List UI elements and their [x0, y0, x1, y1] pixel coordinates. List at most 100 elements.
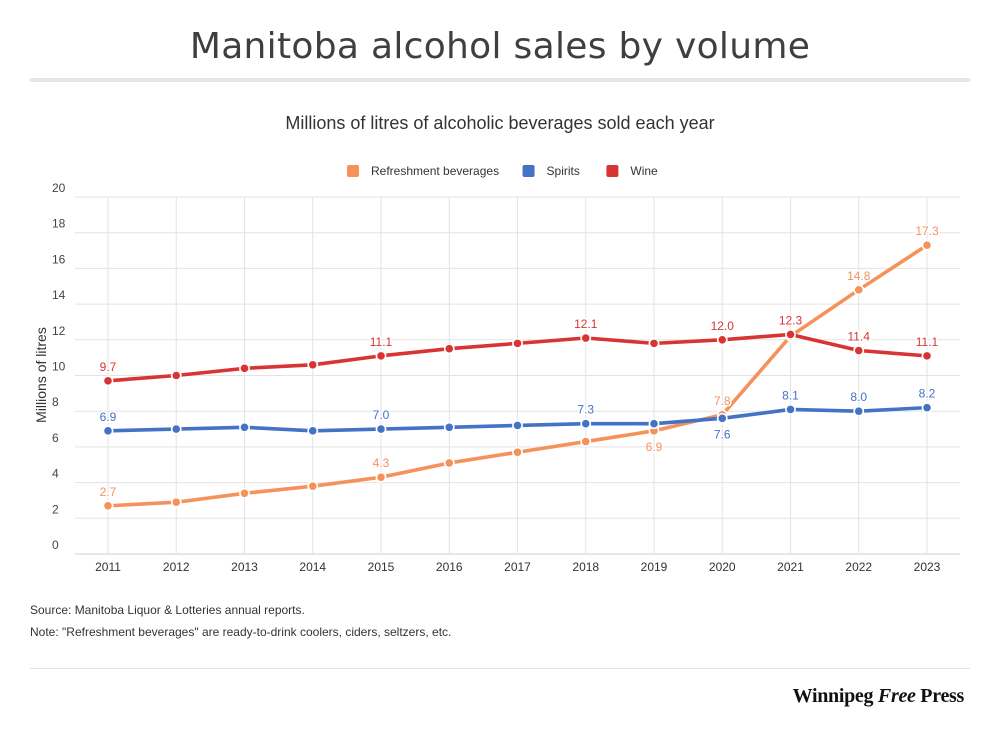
data-point	[170, 370, 182, 381]
data-label: 12.1	[574, 317, 598, 331]
x-tick-label: 2019	[641, 560, 668, 574]
data-point	[580, 436, 592, 447]
data-point	[853, 284, 865, 296]
data-point	[512, 420, 523, 431]
logo-text-winnipeg: Winnipeg	[792, 685, 878, 707]
chart-title: Manitoba alcohol sales by volume	[189, 26, 811, 67]
data-point	[512, 446, 523, 458]
logo-text-press: Press	[915, 685, 964, 707]
data-point	[375, 471, 387, 483]
y-tick-label: 20	[52, 181, 66, 195]
data-point	[307, 359, 319, 371]
data-label: 7.8	[714, 394, 731, 408]
y-axis: 0 2 4 6 8 10 12 14 16 18 20 Millions of litres	[33, 181, 66, 552]
logo-text-free: Free	[877, 685, 916, 707]
data-label: 12.3	[779, 313, 803, 327]
x-tick-label: 2014	[299, 560, 326, 574]
data-point	[921, 402, 933, 414]
footer-divider	[30, 668, 970, 669]
y-tick-label: 10	[52, 360, 66, 374]
legend-label: Wine	[630, 164, 658, 178]
x-tick-label: 2016	[436, 560, 463, 574]
legend-label: Refreshment beverages	[371, 164, 499, 178]
legend-label: Spirits	[547, 164, 580, 178]
data-point	[307, 480, 319, 492]
y-axis-label: Millions of litres	[33, 327, 49, 423]
data-point	[785, 329, 796, 340]
data-point	[716, 334, 728, 346]
data-point	[853, 405, 865, 417]
series-group	[102, 239, 933, 512]
chart-subtitle: Millions of litres of alcoholic beverage…	[285, 113, 715, 133]
legend-swatch	[347, 165, 359, 177]
x-tick-label: 2015	[368, 560, 395, 574]
data-label: 17.3	[915, 224, 939, 238]
data-label: 11.1	[916, 335, 939, 349]
data-label: 9.7	[100, 360, 117, 374]
data-labels: 2.7 4.3 6.9 7.8 14.8 17.3 6.9 7.0 7.3 7.6 8.1 8.0 8.…	[98, 223, 940, 501]
y-tick-label: 4	[52, 467, 59, 481]
data-point	[170, 496, 182, 508]
data-label: 7.3	[577, 403, 594, 417]
x-tick-label: 2011	[95, 560, 121, 574]
grid-lines	[75, 196, 960, 555]
legend-swatch	[522, 165, 535, 177]
data-point	[102, 375, 114, 387]
title-divider	[30, 78, 970, 82]
x-tick-label: 2013	[231, 560, 258, 574]
x-tick-label: 2012	[163, 560, 190, 574]
data-label: 7.6	[714, 427, 731, 441]
data-point	[853, 345, 865, 356]
data-point	[102, 500, 114, 512]
data-label: 8.1	[782, 388, 799, 402]
y-tick-label: 14	[52, 288, 66, 302]
data-label: 11.1	[370, 335, 393, 349]
data-point	[239, 487, 250, 499]
data-point	[443, 343, 455, 355]
data-label: 8.2	[919, 387, 936, 401]
data-point	[580, 418, 592, 430]
y-tick-label: 8	[52, 395, 59, 409]
data-point	[170, 423, 182, 435]
data-label: 12.0	[711, 319, 735, 333]
x-tick-label: 2022	[845, 560, 872, 574]
x-tick-label: 2020	[709, 560, 736, 574]
data-point	[921, 350, 933, 362]
data-label: 11.4	[848, 330, 871, 344]
data-point	[921, 239, 933, 251]
y-tick-label: 16	[52, 252, 66, 266]
data-point	[580, 332, 592, 344]
y-tick-label: 6	[52, 431, 59, 445]
data-point	[648, 337, 660, 349]
data-point	[716, 412, 728, 424]
data-label: 4.3	[373, 456, 390, 470]
data-point	[443, 457, 455, 469]
data-label: 2.7	[100, 485, 117, 499]
data-label: 7.0	[373, 408, 390, 422]
data-point	[512, 337, 523, 349]
data-point	[375, 423, 387, 435]
data-label: 8.0	[850, 390, 867, 404]
x-tick-label: 2018	[572, 560, 599, 574]
y-tick-label: 18	[52, 217, 66, 231]
legend-swatch	[606, 165, 619, 177]
data-label: 6.9	[646, 440, 663, 454]
publisher-logo: Winnipeg Free Press	[792, 685, 965, 708]
data-point	[785, 404, 796, 415]
source-note: Source: Manitoba Liquor & Lotteries annu…	[30, 603, 305, 617]
footnote: Note: "Refreshment beverages" are ready-…	[30, 625, 452, 639]
y-tick-label: 12	[52, 324, 66, 338]
x-axis: 2011 2012 2013 2014 2015 2016 2017 2018 2019 2020…	[95, 560, 941, 574]
y-tick-label: 2	[52, 502, 59, 516]
line-chart: Refreshment beverages Spirits Wine 0 2 4 6 8 10…	[33, 164, 960, 574]
x-tick-label: 2023	[914, 560, 941, 574]
data-point	[239, 421, 250, 433]
data-point	[239, 362, 250, 374]
legend: Refreshment beverages Spirits Wine	[347, 164, 658, 178]
data-label: 6.9	[100, 410, 117, 424]
data-point	[375, 350, 387, 362]
y-tick-label: 0	[52, 538, 59, 552]
data-point	[443, 421, 455, 433]
data-point	[307, 425, 319, 437]
x-tick-label: 2021	[777, 560, 804, 574]
